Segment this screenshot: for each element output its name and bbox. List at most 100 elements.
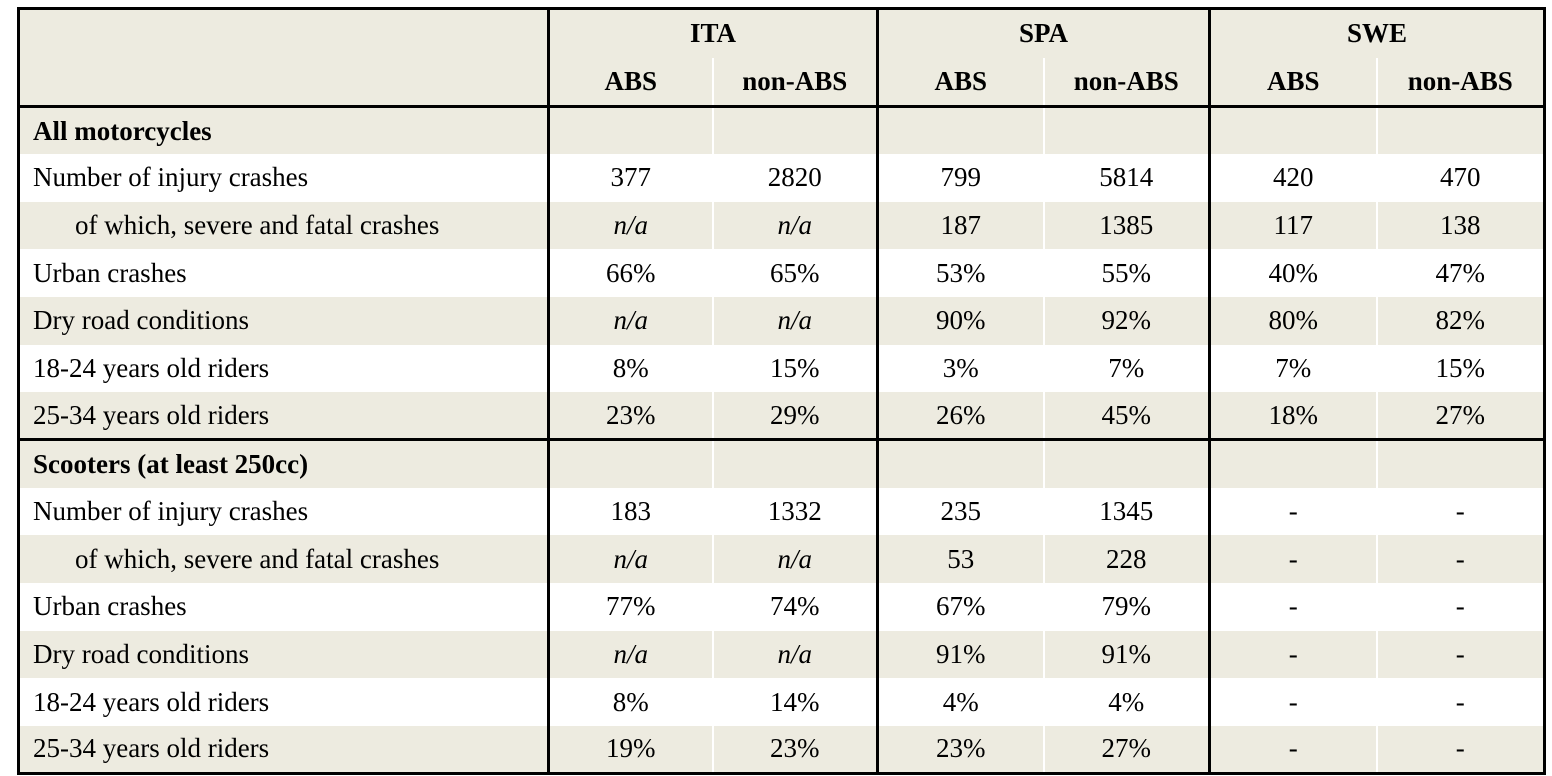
value-cell: 187 — [876, 201, 1044, 250]
value-cell: 14% — [711, 678, 878, 726]
value-cell: 40% — [1208, 249, 1377, 298]
corner-cell — [18, 8, 549, 108]
empty-cell — [1375, 105, 1545, 155]
value-cell: 117 — [1208, 201, 1377, 250]
value-cell: n/a — [547, 297, 713, 345]
value-cell: n/a — [711, 201, 878, 250]
value-cell: 3% — [876, 344, 1044, 393]
table-row: Number of injury crashes 183 1332 235 1345- - — [18, 487, 1545, 536]
value-cell: 1345 — [1042, 487, 1210, 536]
value-cell: 23% — [547, 392, 713, 440]
row-label: Urban crashes — [18, 582, 549, 631]
section-title: Scooters (at least 250cc) — [18, 438, 549, 488]
value-cell: - — [1375, 725, 1545, 774]
table-row: of which, severe and fatal crashes n/a n/a… — [18, 201, 1545, 250]
value-cell: 18% — [1208, 392, 1377, 440]
row-label: Dry road conditions — [18, 297, 549, 345]
subheader-swe-nonabs: non-ABS — [1375, 57, 1545, 108]
sub-header-row: ABS non-ABS ABS non-ABS ABS non-ABS — [19, 57, 1545, 108]
table-row: 18-24 years old riders 8% 14% 4% 4% - - — [18, 678, 1545, 726]
empty-cell — [1208, 105, 1377, 155]
empty-cell — [876, 105, 1044, 155]
table-row: Urban crashes 77% 74% 67% 79% - - — [18, 582, 1545, 631]
empty-cell — [547, 438, 713, 488]
value-cell: - — [1208, 678, 1377, 726]
value-cell: 228 — [1042, 535, 1210, 583]
subheader-swe-abs: ABS — [1208, 57, 1377, 108]
value-cell: 8% — [547, 678, 713, 726]
table-row: 25-34 years old riders 23% 29% 26% 45% 18% 27% — [18, 392, 1545, 440]
value-cell: 420 — [1208, 154, 1377, 202]
subheader-spa-nonabs: non-ABS — [1042, 57, 1210, 108]
row-label: of which, severe and fatal crashes — [18, 201, 549, 250]
value-cell: - — [1208, 630, 1377, 679]
value-cell: 92% — [1042, 297, 1210, 345]
row-label: 25-34 years old riders — [18, 725, 549, 774]
value-cell: 29% — [711, 392, 878, 440]
empty-cell — [1042, 105, 1210, 155]
empty-cell — [876, 438, 1044, 488]
empty-cell — [711, 105, 878, 155]
value-cell: 91% — [876, 630, 1044, 679]
value-cell: 1385 — [1042, 201, 1210, 250]
value-cell: 55% — [1042, 249, 1210, 298]
value-cell: 23% — [876, 725, 1044, 774]
value-cell: 23% — [711, 725, 878, 774]
value-cell: 66% — [547, 249, 713, 298]
value-cell: 65% — [711, 249, 878, 298]
section-title: All motorcycles — [18, 105, 549, 155]
empty-cell — [1042, 438, 1210, 488]
value-cell: 5814 — [1042, 154, 1210, 202]
value-cell: 77% — [547, 582, 713, 631]
value-cell: 45% — [1042, 392, 1210, 440]
empty-cell — [547, 105, 713, 155]
table-row: Number of injury crashes 377 2820 799 5814 42… — [18, 154, 1545, 202]
value-cell: 4% — [1042, 678, 1210, 726]
value-cell: - — [1375, 487, 1545, 536]
value-cell: 183 — [547, 487, 713, 536]
value-cell: 7% — [1042, 344, 1210, 393]
abs-crash-statistics-table: ITA SPA SWE ABS non-ABS ABS non-ABS ABS … — [17, 7, 1547, 775]
value-cell: - — [1208, 535, 1377, 583]
value-cell: - — [1375, 535, 1545, 583]
value-cell: 53% — [876, 249, 1044, 298]
value-cell: 1332 — [711, 487, 878, 536]
table-row: Urban crashes 66% 65% 53% 55% 40% 47% — [18, 249, 1545, 298]
value-cell: n/a — [711, 535, 878, 583]
value-cell: 7% — [1208, 344, 1377, 393]
row-label: 18-24 years old riders — [18, 678, 549, 726]
empty-cell — [1375, 438, 1545, 488]
value-cell: 47% — [1375, 249, 1545, 298]
section-header-row: Scooters (at least 250cc) — [18, 438, 1545, 488]
table-row: of which, severe and fatal crashes n/a n/a… — [18, 535, 1545, 583]
value-cell: - — [1375, 678, 1545, 726]
value-cell: 27% — [1042, 725, 1210, 774]
value-cell: 67% — [876, 582, 1044, 631]
value-cell: 377 — [547, 154, 713, 202]
empty-cell — [1208, 438, 1377, 488]
value-cell: n/a — [547, 201, 713, 250]
value-cell: 470 — [1375, 154, 1545, 202]
row-label: Number of injury crashes — [18, 154, 549, 202]
row-label: of which, severe and fatal crashes — [18, 535, 549, 583]
value-cell: - — [1375, 630, 1545, 679]
row-label: Number of injury crashes — [18, 487, 549, 536]
value-cell: - — [1375, 582, 1545, 631]
value-cell: 15% — [1375, 344, 1545, 393]
value-cell: 26% — [876, 392, 1044, 440]
value-cell: 82% — [1375, 297, 1545, 345]
value-cell: 8% — [547, 344, 713, 393]
value-cell: 27% — [1375, 392, 1545, 440]
value-cell: n/a — [547, 535, 713, 583]
value-cell: 799 — [876, 154, 1044, 202]
value-cell: 4% — [876, 678, 1044, 726]
empty-cell — [711, 438, 878, 488]
value-cell: n/a — [711, 630, 878, 679]
value-cell: 91% — [1042, 630, 1210, 679]
subheader-ita-nonabs: non-ABS — [711, 57, 878, 108]
value-cell: 138 — [1375, 201, 1545, 250]
value-cell: 19% — [547, 725, 713, 774]
table-row: Dry road conditions n/a n/a 90% 92% 80% 82% — [18, 297, 1545, 345]
value-cell: - — [1208, 487, 1377, 536]
